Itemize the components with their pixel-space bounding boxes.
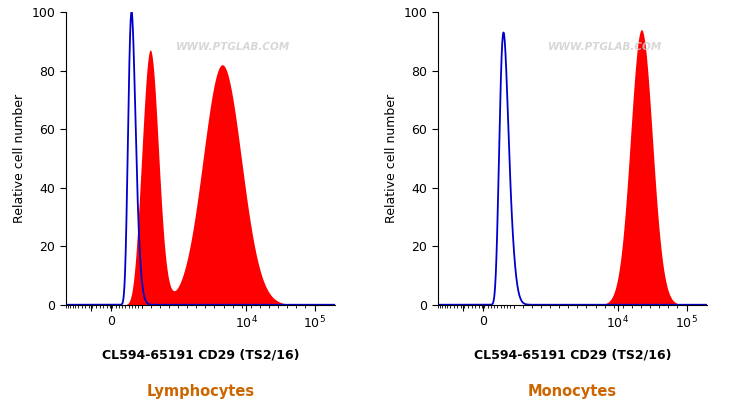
- Text: CL594-65191 CD29 (TS2/16): CL594-65191 CD29 (TS2/16): [101, 348, 299, 362]
- Text: Monocytes: Monocytes: [528, 384, 617, 399]
- Text: CL594-65191 CD29 (TS2/16): CL594-65191 CD29 (TS2/16): [474, 348, 671, 362]
- Text: WWW.PTGLAB.COM: WWW.PTGLAB.COM: [176, 42, 290, 52]
- Y-axis label: Relative cell number: Relative cell number: [385, 94, 398, 223]
- Text: WWW.PTGLAB.COM: WWW.PTGLAB.COM: [547, 42, 662, 52]
- Y-axis label: Relative cell number: Relative cell number: [13, 94, 26, 223]
- Text: Lymphocytes: Lymphocytes: [147, 384, 254, 399]
